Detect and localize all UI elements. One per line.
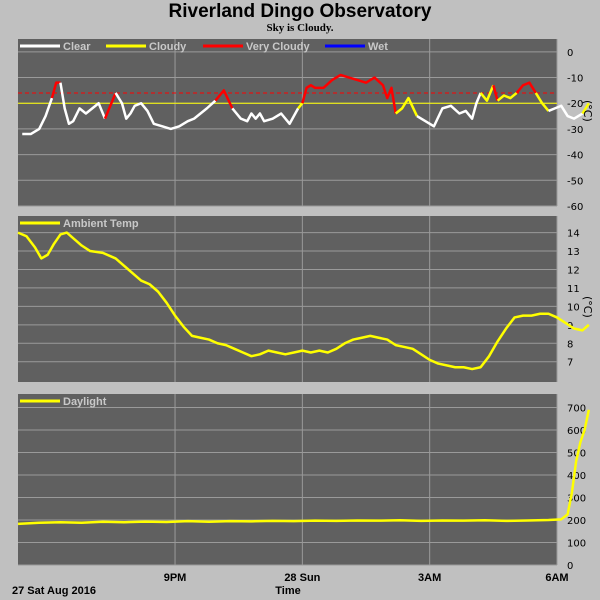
x-tick-label: 9PM	[164, 572, 187, 584]
y-tick-label: 12	[567, 265, 580, 276]
series-line-cloudy	[297, 102, 304, 110]
y-tick-label: 400	[567, 471, 586, 482]
legend-label: Wet	[368, 41, 388, 53]
legend-label: Daylight	[63, 396, 107, 408]
y-axis-unit: (°C)	[581, 296, 594, 318]
series-line-clear	[22, 97, 54, 136]
y-tick-label: 100	[567, 539, 586, 550]
y-tick-label: 8	[567, 339, 573, 350]
series-line-very-cloudy	[214, 89, 234, 109]
legend-label: Ambient Temp	[63, 218, 139, 230]
y-tick-label: 300	[567, 494, 586, 505]
y-tick-label: 14	[567, 229, 580, 240]
series-line	[17, 231, 590, 371]
series-line	[17, 409, 591, 526]
y-axis-unit: (°C)	[581, 100, 594, 122]
y-tick-label: -10	[567, 74, 583, 85]
series-line-clear	[59, 82, 107, 126]
legend-label: Very Cloudy	[246, 41, 310, 53]
y-tick-label: 13	[567, 247, 580, 258]
page-title: Riverland Dingo Observatory	[168, 1, 432, 22]
series-line-very-cloudy	[515, 81, 537, 94]
plot-area	[18, 216, 557, 382]
x-axis-label: Time	[275, 585, 300, 597]
y-tick-label: -30	[567, 125, 583, 136]
series-line-clear	[231, 107, 300, 126]
series-line-cloudy	[534, 92, 550, 112]
y-tick-label: 600	[567, 426, 586, 437]
y-tick-label: 700	[567, 404, 586, 415]
date-label: 27 Sat Aug 2016	[12, 585, 96, 597]
series-line-cloudy	[581, 102, 590, 115]
y-tick-label: -60	[567, 202, 583, 213]
y-tick-label: 0	[567, 561, 573, 572]
y-tick-label: 7	[567, 358, 573, 369]
x-tick-label: 3AM	[418, 572, 441, 584]
series-line-cloudy	[496, 91, 518, 102]
x-tick-label: 6AM	[545, 572, 568, 584]
series-line-very-cloudy	[103, 92, 117, 120]
time-axis: 9PM 28 Sun 3AM 6AM 27 Sat Aug 2016 Time	[12, 572, 569, 597]
series-line-clear	[548, 104, 584, 120]
legend-label: Clear	[63, 41, 91, 53]
y-tick-label: -40	[567, 151, 583, 162]
series-line-clear	[416, 92, 482, 128]
series-line-clear	[114, 92, 217, 131]
sky-temperature-chart: 0 -10 -20 -30 -40 -50 -60 Clear Cloudy Very Cloud…	[18, 39, 594, 213]
x-tick-label: 28 Sun	[284, 572, 320, 584]
y-tick-label: 11	[567, 284, 580, 295]
series-line-cloudy	[479, 84, 495, 102]
series-line-very-cloudy	[301, 73, 397, 114]
page-subtitle: Sky is Cloudy.	[266, 22, 334, 34]
series-line-very-cloudy	[50, 81, 61, 99]
series-line-very-cloudy	[492, 84, 499, 101]
y-tick-label: 10	[567, 302, 580, 313]
y-tick-label: -20	[567, 99, 583, 110]
series-line-cloudy	[394, 96, 419, 117]
plot-area	[18, 394, 557, 565]
legend-label: Cloudy	[149, 41, 187, 53]
y-tick-label: 200	[567, 516, 586, 527]
y-tick-label: -50	[567, 176, 583, 187]
y-tick-label: 0	[567, 48, 573, 59]
